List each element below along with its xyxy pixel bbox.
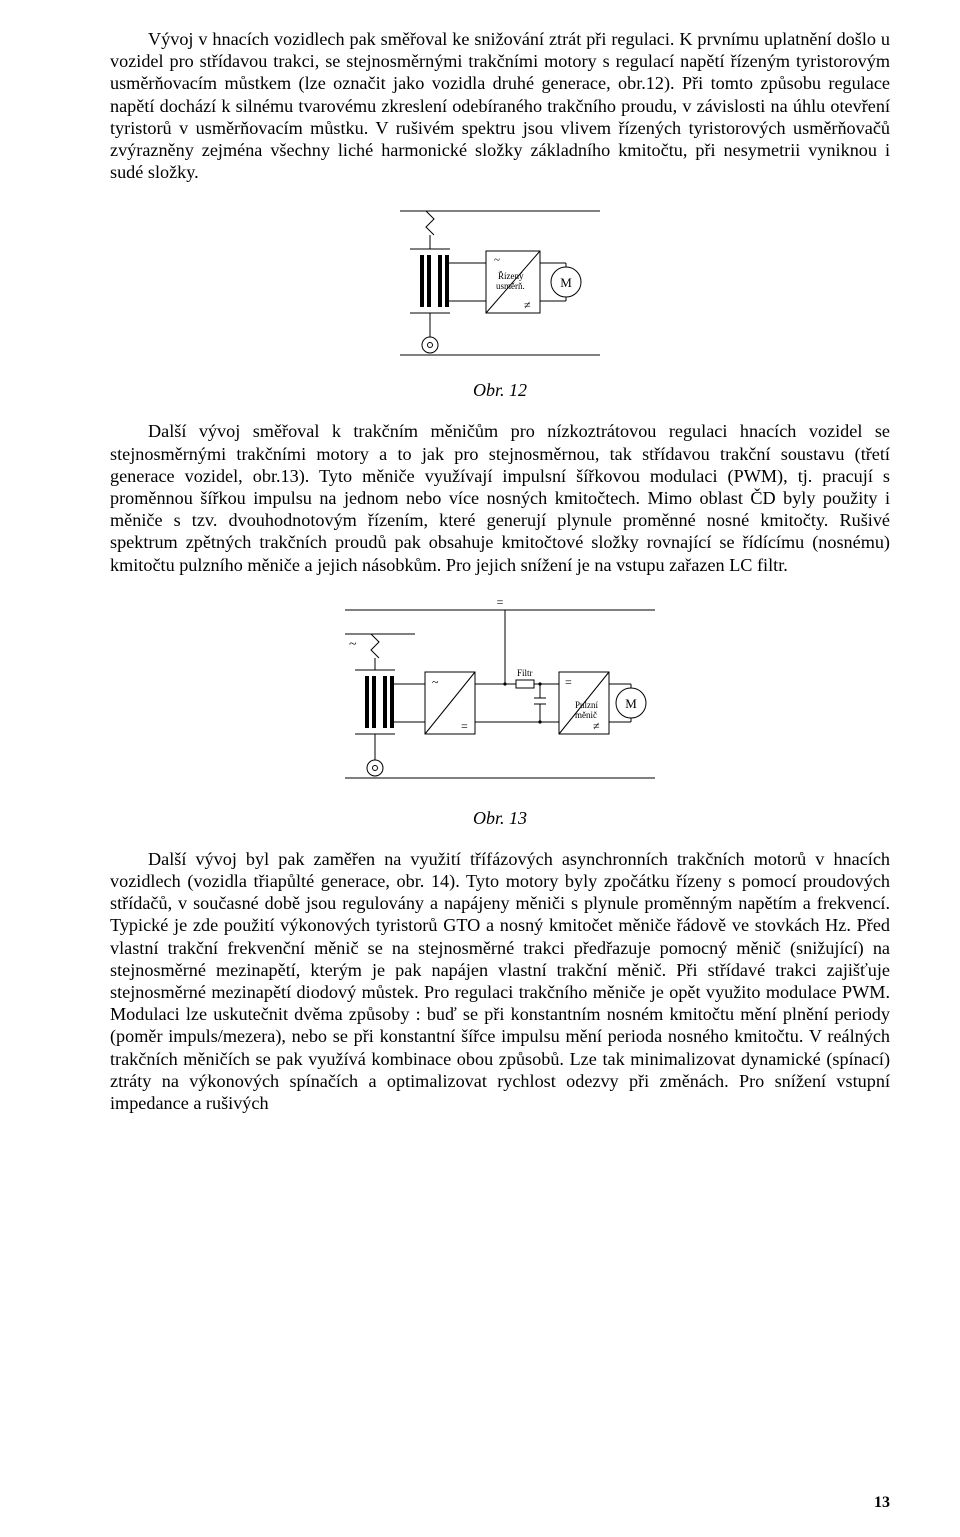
svg-text:M: M	[625, 696, 637, 711]
figure-12-caption: Obr. 12	[110, 380, 890, 402]
svg-text:M: M	[560, 275, 572, 290]
figure-13-wrap: = ~ ~ =	[110, 594, 890, 794]
paragraph-1: Vývoj v hnacích vozidlech pak směřoval k…	[110, 28, 890, 183]
svg-text:=: =	[497, 595, 504, 609]
svg-text:=: =	[565, 675, 572, 689]
figure-13-svg: = ~ ~ =	[335, 594, 665, 794]
svg-text:≠: ≠	[524, 298, 531, 312]
paragraph-2: Další vývoj směřoval k trakčním měničům …	[110, 420, 890, 575]
svg-text:usměrň.: usměrň.	[496, 281, 525, 291]
svg-text:≠: ≠	[593, 719, 600, 733]
svg-text:Filtr: Filtr	[517, 668, 533, 678]
svg-text:~: ~	[494, 254, 500, 266]
svg-text:Pulzní: Pulzní	[575, 700, 599, 710]
figure-12-wrap: ~ Řízený usměrň. ≠ M	[110, 201, 890, 366]
svg-text:Řízený: Řízený	[498, 271, 524, 281]
figure-12-svg: ~ Řízený usměrň. ≠ M	[390, 201, 610, 366]
paragraph-3: Další vývoj byl pak zaměřen na využití t…	[110, 848, 890, 1114]
page-number: 13	[874, 1493, 890, 1513]
page: Vývoj v hnacích vozidlech pak směřoval k…	[0, 0, 960, 1537]
figure-13-caption: Obr. 13	[110, 808, 890, 830]
svg-text:~: ~	[349, 637, 357, 652]
svg-text:=: =	[461, 719, 468, 733]
svg-text:~: ~	[432, 675, 439, 689]
